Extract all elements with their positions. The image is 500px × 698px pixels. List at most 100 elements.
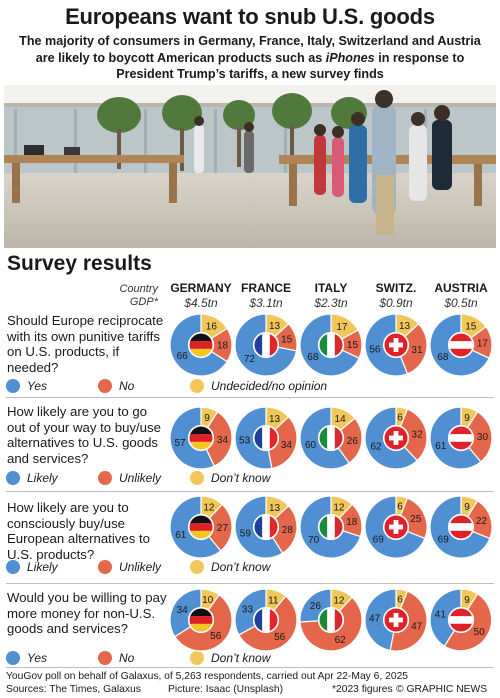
switzerland-flag-icon [384,515,408,539]
pie-slice-yes [429,406,482,470]
pie-italy-q1: 17 15 68 [299,313,363,377]
pie-value-label: 12 [333,596,345,607]
pie-slice-no [264,322,298,352]
pie-slice-no [299,596,363,652]
pie-slice-yes [299,495,362,559]
pie-value-label: 12 [333,503,345,514]
pie-value-label: 13 [399,321,411,332]
pie-value-label: 60 [305,440,317,451]
pie-austria-q3: 9 22 69 [429,495,493,559]
gdp-germany: $4.5tn [184,296,218,310]
pie-value-label: 68 [437,352,449,363]
pie-value-label: 47 [411,622,423,633]
legend-label: Likely [27,560,58,574]
question-1: Should Europe reciprocate with its own p… [7,313,164,375]
pie-value-label: 70 [308,535,320,546]
divider [6,491,494,492]
pie-value-label: 25 [410,514,422,525]
pie-value-label: 69 [438,535,450,546]
pie-france-q2: 13 34 53 [234,406,298,470]
switzerland-flag-icon [384,426,408,450]
picture-credit: Picture: Isaac (Unsplash) [168,684,284,695]
legend-item: Unlikely [98,559,161,575]
legend-item: Unlikely [98,470,161,486]
pie-value-label: 9 [204,413,210,424]
pie-slice-undecided [265,588,287,622]
pie-germany-q4: 10 56 34 [169,588,233,652]
pie-slice-undecided [265,313,290,347]
gdp-france: $3.1tn [249,296,283,310]
pie-slice-yes [234,588,267,636]
pie-slice-undecided [265,406,290,440]
pie-slice-yes [234,313,298,377]
pie-slice-undecided [330,313,359,347]
pie-value-label: 18 [217,341,229,352]
gdp-footnote: *2023 figures [332,684,393,695]
pie-slice-no [329,503,363,538]
pie-value-label: 66 [177,351,189,362]
pie-value-label: 6 [397,412,403,423]
legend-label: Likely [27,471,58,485]
divider [6,667,494,668]
pie-slice-undecided [200,588,221,622]
pie-slice-no [395,408,428,462]
legend-label: Unlikely [119,471,162,485]
austria-flag-icon [449,426,473,450]
legend-item: Don’t know [190,559,270,575]
pie-value-label: 34 [217,435,229,446]
pie-value-label: 56 [274,632,286,643]
pie-value-label: 9 [464,595,470,606]
pie-value-label: 57 [174,438,186,449]
pie-value-label: 27 [217,523,229,534]
pie-slice-no [389,590,428,652]
pie-slice-no [395,497,428,540]
legend-item: Likely [6,559,58,575]
pie-slice-yes [234,406,273,470]
question-3: How likely are you to consciously buy/us… [7,500,150,562]
pie-value-label: 6 [397,594,403,605]
pie-slice-no [459,325,493,359]
gdp-austria: $0.5tn [444,296,478,310]
pie-slice-yes [364,313,409,377]
question-4: Would you be willing to pay more money f… [7,590,167,636]
pie-value-label: 10 [202,595,214,606]
pie-italy-q4: 12 62 26 [299,588,363,652]
pie-slice-no [174,594,233,652]
legend-swatch [190,651,204,665]
germany-flag-icon [189,515,213,539]
legend-item: No [98,650,134,666]
legend-label: Yes [27,379,48,393]
pie-germany-q2: 9 34 57 [169,406,233,470]
gdp-switzerland: $0.9tn [379,296,413,310]
austria-flag-icon [449,608,473,632]
pie-slice-undecided [395,313,420,347]
pie-value-label: 9 [464,502,470,513]
legend-item: Yes [6,650,47,666]
pie-slice-undecided [395,406,409,439]
pie-slice-yes [364,495,426,559]
section-title: Survey results [7,252,152,275]
pie-slice-undecided [200,406,219,441]
pie-slice-no [395,322,428,375]
question-2: How likely are you to go out of your way… [7,404,161,466]
pie-value-label: 15 [281,335,293,346]
legend-item: Yes [6,378,47,394]
pie-value-label: 56 [369,345,381,356]
pie-slice-undecided [395,495,409,528]
germany-flag-icon [189,608,213,632]
legend-label: Undecided/no opinion [211,379,328,393]
pie-slice-yes [429,495,491,559]
pie-value-label: 22 [476,516,488,527]
legend-swatch [190,560,204,574]
legend-swatch [6,560,20,574]
headline: Europeans want to snub U.S. goods [65,4,435,29]
country-name-germany: GERMANY [170,281,232,295]
pie-austria-q2: 9 30 61 [429,406,493,470]
pie-value-label: 17 [477,338,489,349]
pie-slice-no [200,503,233,552]
pie-value-label: 33 [242,605,254,616]
pie-france-q4: 11 56 33 [234,588,298,652]
